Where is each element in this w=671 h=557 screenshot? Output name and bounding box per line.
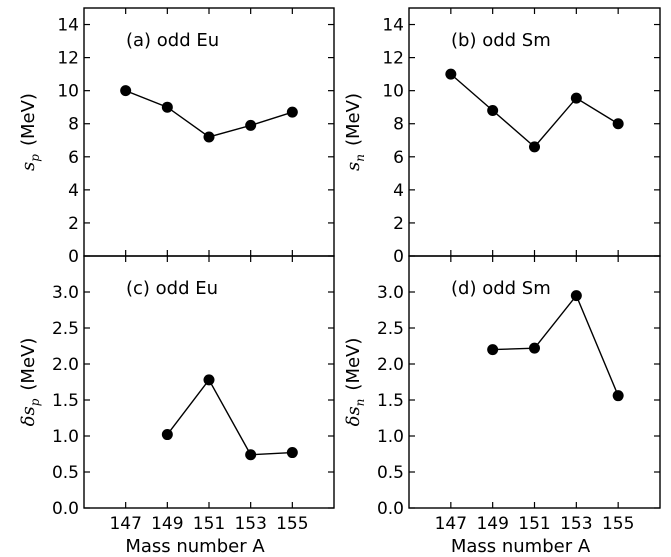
y-tick-label-b-4: 8 (393, 115, 404, 135)
panel-annotation-b: (b) odd Sm (451, 30, 551, 51)
y-tick-label-a-5: 10 (57, 82, 79, 102)
data-point-a-0 (120, 85, 132, 97)
y-tick-label-d-0: 0.0 (377, 499, 404, 519)
y-axis-symbol-d: δs (343, 406, 364, 426)
x-tick-label-d-4: 155 (602, 514, 634, 534)
data-point-b-1 (487, 105, 499, 117)
data-point-b-2 (529, 141, 540, 153)
y-axis-subscript-c: p (28, 398, 42, 406)
y-tick-label-a-7: 14 (57, 16, 79, 36)
panel-b: 0 2 4 6 8 10 12 14 sn (MeV) (b) odd Sm (343, 7, 661, 267)
y-axis-subscript-d: n (353, 399, 367, 407)
y-axis-symbol-c: δs (18, 406, 39, 426)
y-axis-subscript-a: p (28, 154, 42, 162)
panel-c: 0.0 0.5 1.0 1.5 2.0 2.5 3.0 147 149 151 153 155 Mass… (18, 255, 335, 557)
panel-d: 0.0 0.5 1.0 1.5 2.0 2.5 3.0 147 149 151 153 155 Mass… (343, 255, 661, 557)
y-tick-label-b-5: 10 (382, 82, 404, 102)
y-tick-label-a-2: 4 (68, 181, 79, 201)
y-tick-label-c-0: 0.0 (52, 499, 79, 519)
y-axis-unit-b: (MeV) (343, 93, 364, 146)
y-tick-label-b-6: 12 (382, 49, 404, 69)
series-line-d (492, 294, 619, 396)
y-axis-unit-d: (MeV) (343, 338, 364, 391)
y-axis-label-b: sn (MeV) (343, 93, 367, 171)
data-point-a-3 (245, 119, 257, 131)
x-tick-label-d-0: 147 (435, 514, 467, 534)
y-tick-label-b-1: 2 (393, 214, 404, 234)
y-tick-label-d-3: 1.5 (377, 391, 404, 411)
data-point-d-2 (570, 290, 582, 302)
y-tick-label-a-4: 8 (68, 115, 79, 135)
data-point-b-4 (612, 118, 624, 130)
y-axis-label-c: δsp (MeV) (18, 338, 42, 427)
data-point-d-0 (487, 344, 499, 356)
x-tick-label-d-3: 153 (560, 514, 592, 534)
panel-annotation-d: (d) odd Sm (451, 278, 551, 299)
data-point-d-1 (529, 342, 540, 354)
data-point-c-1 (203, 374, 215, 386)
y-tick-label-c-3: 1.5 (52, 391, 79, 411)
x-tick-label-d-2: 151 (518, 514, 550, 534)
x-tick-label-c-3: 153 (234, 514, 266, 534)
x-tick-label-c-4: 155 (276, 514, 308, 534)
y-tick-label-c-4: 2.0 (52, 355, 79, 375)
y-axis-unit-c: (MeV) (18, 338, 39, 391)
y-tick-label-a-3: 6 (68, 148, 79, 168)
y-tick-label-a-0: 0 (68, 247, 79, 267)
y-axis-subscript-b: n (353, 154, 367, 162)
x-tick-label-c-2: 151 (193, 514, 225, 534)
data-point-b-3 (570, 92, 582, 104)
y-axis-label-a: sp (MeV) (18, 93, 42, 171)
data-point-d-3 (612, 390, 624, 402)
y-tick-label-c-2: 1.0 (52, 427, 79, 447)
x-axis-label-d: Mass number A (451, 536, 591, 557)
y-tick-label-d-5: 2.5 (377, 319, 404, 339)
data-point-a-2 (203, 131, 215, 143)
y-tick-label-b-3: 6 (393, 148, 404, 168)
y-tick-label-c-6: 3.0 (52, 283, 79, 303)
data-point-a-1 (161, 101, 173, 113)
series-line-b (450, 73, 619, 148)
data-point-a-4 (286, 106, 298, 118)
panel-annotation-a: (a) odd Eu (126, 30, 219, 51)
y-tick-label-d-1: 0.5 (377, 463, 404, 483)
data-point-c-2 (245, 449, 257, 461)
y-tick-label-d-4: 2.0 (377, 355, 404, 375)
series-line-a (125, 90, 293, 138)
panel-annotation-c: (c) odd Eu (126, 278, 218, 299)
y-tick-label-c-5: 2.5 (52, 319, 79, 339)
data-point-c-3 (286, 447, 298, 459)
panel-a: 0 2 4 6 8 10 12 14 sp (MeV) (a) odd Eu (18, 7, 335, 267)
y-tick-label-a-6: 12 (57, 49, 79, 69)
x-axis-label-c: Mass number A (125, 536, 265, 557)
y-axis-symbol-b: s (343, 162, 364, 171)
y-tick-label-b-7: 14 (382, 16, 404, 36)
x-tick-label-d-1: 149 (476, 514, 508, 534)
y-tick-label-c-1: 0.5 (52, 463, 79, 483)
y-axis-unit-a: (MeV) (18, 93, 39, 146)
y-tick-label-b-2: 4 (393, 181, 404, 201)
data-point-b-0 (445, 68, 457, 80)
series-line-c (166, 378, 293, 456)
x-tick-label-c-1: 149 (151, 514, 183, 534)
y-tick-label-a-1: 2 (68, 214, 79, 234)
y-axis-label-d: δsn (MeV) (343, 338, 367, 427)
y-tick-label-d-6: 3.0 (377, 283, 404, 303)
x-tick-label-c-0: 147 (109, 514, 141, 534)
data-point-c-0 (161, 429, 173, 441)
y-axis-symbol-a: s (18, 162, 39, 171)
y-tick-label-b-0: 0 (393, 247, 404, 267)
y-tick-label-d-2: 1.0 (377, 427, 404, 447)
